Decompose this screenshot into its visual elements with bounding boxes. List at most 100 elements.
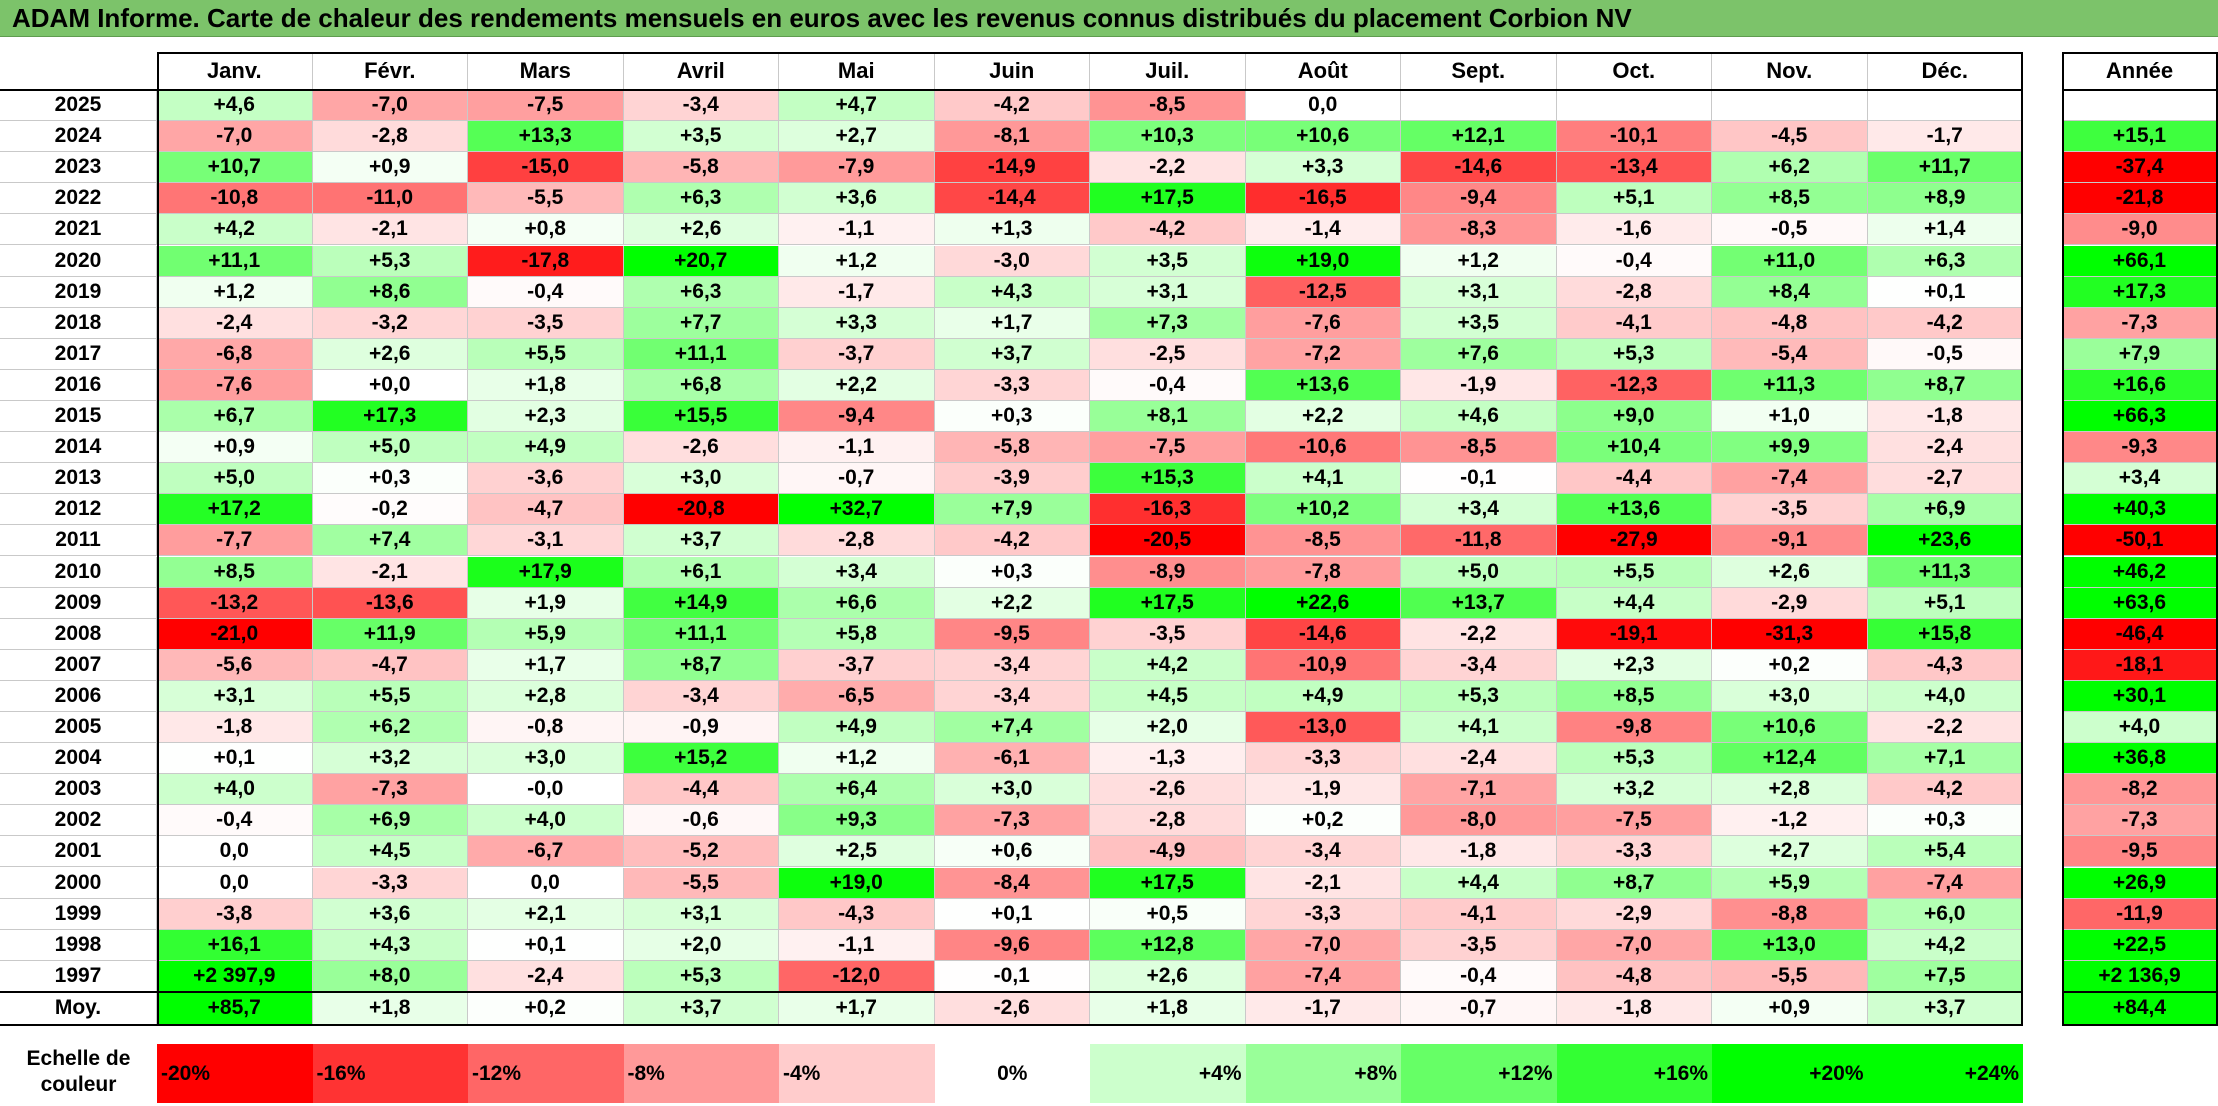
heatmap-cell: +3,5 (1401, 307, 1557, 339)
heatmap-cell: -1,3 (1090, 743, 1246, 775)
annual-cell: +17,3 (2062, 276, 2218, 308)
heatmap-cell: +2,1 (468, 898, 624, 930)
annual-cell: +15,1 (2062, 121, 2218, 153)
heatmap-cell: +3,0 (623, 463, 779, 495)
heatmap-cell: +4,0 (468, 805, 624, 837)
heatmap-cell: +8,5 (1556, 680, 1712, 712)
heatmap-cell: +1,9 (468, 587, 624, 619)
heatmap-cell: +1,2 (779, 245, 935, 277)
heatmap-cell: +4,3 (934, 276, 1090, 308)
heatmap-cell: +4,1 (1401, 712, 1557, 744)
year-label: 2002 (0, 805, 157, 837)
heatmap-cell: -20,8 (623, 494, 779, 526)
annual-cell: +26,9 (2062, 867, 2218, 899)
heatmap-cell: -14,6 (1245, 618, 1401, 650)
heatmap-cell: -7,2 (1245, 338, 1401, 370)
heatmap-cell: -4,4 (1556, 463, 1712, 495)
heatmap-cell: -2,2 (1401, 618, 1557, 650)
heatmap-cell: +9,9 (1712, 432, 1868, 464)
heatmap-cell: +0,1 (468, 929, 624, 961)
heatmap-cell: -0,5 (1867, 338, 2023, 370)
heatmap-cell: -1,7 (1867, 121, 2023, 153)
average-cell: +3,7 (1867, 991, 2023, 1026)
average-cell: +0,2 (468, 991, 624, 1026)
heatmap-cell: +3,3 (1245, 152, 1401, 184)
annual-cell: -18,1 (2062, 649, 2218, 681)
heatmap-cell: +3,2 (1556, 774, 1712, 806)
heatmap-cell: +16,1 (157, 929, 313, 961)
average-annual-cell: +84,4 (2062, 991, 2218, 1026)
heatmap-cell: +13,0 (1712, 929, 1868, 961)
heatmap-cell: +4,5 (312, 836, 468, 868)
heatmap-cell: +7,5 (1867, 960, 2023, 992)
heatmap-cell: +5,1 (1867, 587, 2023, 619)
annual-cell (2062, 90, 2218, 122)
heatmap-cell: -4,4 (623, 774, 779, 806)
heatmap-cell: -12,5 (1245, 276, 1401, 308)
heatmap-cell: +5,3 (1556, 338, 1712, 370)
heatmap-cell: +2,7 (1712, 836, 1868, 868)
heatmap-cell: +6,1 (623, 556, 779, 588)
heatmap-cell: +6,3 (623, 276, 779, 308)
heatmap-cell: -6,7 (468, 836, 624, 868)
heatmap-cell: -5,8 (934, 432, 1090, 464)
heatmap-cell: +2,6 (312, 338, 468, 370)
year-label: 2025 (0, 90, 157, 122)
average-cell: -1,7 (1245, 991, 1401, 1026)
heatmap-cell: -3,4 (1401, 649, 1557, 681)
heatmap-cell: -7,0 (157, 121, 313, 153)
column-header: Juin (934, 52, 1090, 90)
heatmap-cell: +5,0 (157, 463, 313, 495)
heatmap-cell: -7,6 (157, 369, 313, 401)
column-header: Janv. (157, 52, 313, 90)
annual-cell: +2 136,9 (2062, 960, 2218, 992)
heatmap-cell: -8,0 (1401, 805, 1557, 837)
heatmap-cell: +4,5 (1090, 680, 1246, 712)
heatmap-cell: +0,9 (312, 152, 468, 184)
heatmap-cell: -7,9 (779, 152, 935, 184)
year-label: 2011 (0, 525, 157, 557)
heatmap-cell: -17,8 (468, 245, 624, 277)
heatmap-cell: +3,4 (1401, 494, 1557, 526)
heatmap-cell: -7,6 (1245, 307, 1401, 339)
heatmap-cell: +9,0 (1556, 401, 1712, 433)
heatmap-cell: -20,5 (1090, 525, 1246, 557)
heatmap-cell: -7,1 (1401, 774, 1557, 806)
heatmap-cell: -5,5 (468, 183, 624, 215)
heatmap-cell: +8,5 (1712, 183, 1868, 215)
heatmap-cell: +2,3 (468, 401, 624, 433)
heatmap-cell: -1,1 (779, 929, 935, 961)
heatmap-cell: +22,6 (1245, 587, 1401, 619)
heatmap-cell: +17,5 (1090, 587, 1246, 619)
heatmap-cell: +3,4 (779, 556, 935, 588)
heatmap-cell: +7,4 (312, 525, 468, 557)
year-label: 2007 (0, 649, 157, 681)
annual-cell: -9,3 (2062, 432, 2218, 464)
year-label: 2003 (0, 774, 157, 806)
heatmap-cell: -2,6 (1090, 774, 1246, 806)
heatmap-cell: -1,8 (1867, 401, 2023, 433)
heatmap-cell: +5,9 (1712, 867, 1868, 899)
heatmap-cell: -27,9 (1556, 525, 1712, 557)
heatmap-cell (1556, 90, 1712, 122)
heatmap-cell: -3,1 (468, 525, 624, 557)
heatmap-cell: +0,2 (1712, 649, 1868, 681)
heatmap-cell: +6,8 (623, 369, 779, 401)
heatmap-cell: +0,8 (468, 214, 624, 246)
heatmap-cell: +0,5 (1090, 898, 1246, 930)
heatmap-cell: +5,9 (468, 618, 624, 650)
annual-cell: -11,9 (2062, 898, 2218, 930)
heatmap-cell: +5,5 (468, 338, 624, 370)
heatmap-cell: -6,1 (934, 743, 1090, 775)
heatmap-cell: -7,5 (1090, 432, 1246, 464)
annual-cell: -46,4 (2062, 618, 2218, 650)
heatmap-cell: -16,5 (1245, 183, 1401, 215)
heatmap-cell: +0,9 (157, 432, 313, 464)
heatmap-cell: +2,8 (468, 680, 624, 712)
heatmap-cell: +4,0 (157, 774, 313, 806)
heatmap-cell: -6,5 (779, 680, 935, 712)
heatmap-cell: +3,0 (934, 774, 1090, 806)
heatmap-cell: -14,4 (934, 183, 1090, 215)
heatmap-cell: +4,7 (779, 90, 935, 122)
heatmap-cell: -4,3 (1867, 649, 2023, 681)
